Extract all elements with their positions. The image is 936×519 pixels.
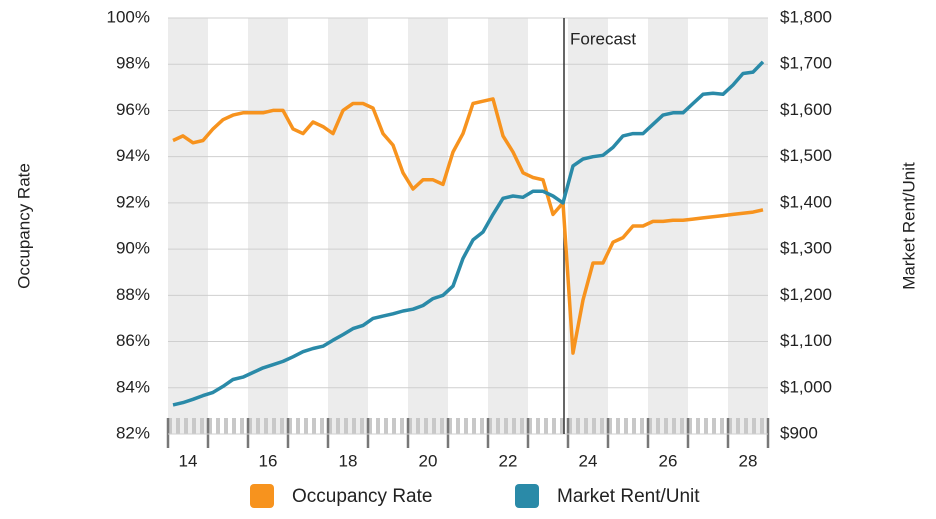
y2-tick-label: $1,800: [780, 7, 832, 26]
x-tick-label: 18: [339, 451, 358, 470]
x-tick-label: 26: [659, 451, 678, 470]
x-tick-label: 20: [419, 451, 438, 470]
year-band: [408, 18, 448, 434]
y-tick-label: 90%: [116, 239, 150, 258]
x-tick-label: 14: [179, 451, 198, 470]
y2-tick-label: $1,600: [780, 100, 832, 119]
y-tick-label: 86%: [116, 331, 150, 350]
series-line: [172, 97, 764, 355]
y2-tick-label: $1,100: [780, 331, 832, 350]
y-axis-title: Occupancy Rate: [14, 163, 33, 289]
year-band: [648, 18, 688, 434]
y2-tick-label: $1,400: [780, 192, 832, 211]
x-tick-label: 16: [259, 451, 278, 470]
x-tick-label: 22: [499, 451, 518, 470]
year-band: [488, 18, 528, 434]
legend-label: Occupancy Rate: [292, 486, 432, 507]
y2-tick-label: $1,300: [780, 239, 832, 258]
legend-swatch: [250, 484, 274, 508]
year-band: [328, 18, 368, 434]
y-tick-label: 82%: [116, 423, 150, 442]
y-tick-label: 84%: [116, 377, 150, 396]
year-band: [568, 18, 608, 434]
year-band: [728, 18, 768, 434]
x-tick-label: 28: [739, 451, 758, 470]
y2-tick-label: $1,700: [780, 54, 832, 73]
legend-label: Market Rent/Unit: [557, 486, 700, 507]
axis-hatch: [168, 418, 768, 434]
y2-tick-label: $1,200: [780, 285, 832, 304]
y-tick-label: 96%: [116, 100, 150, 119]
y-tick-label: 88%: [116, 285, 150, 304]
legend-swatch: [515, 484, 539, 508]
y-tick-label: 100%: [107, 7, 150, 26]
y2-tick-label: $1,000: [780, 377, 832, 396]
y-tick-label: 98%: [116, 54, 150, 73]
annotation: Forecast: [570, 29, 636, 48]
series-line: [172, 60, 765, 407]
y2-tick-label: $1,500: [780, 146, 832, 165]
x-tick-label: 24: [579, 451, 598, 470]
y-tick-label: 92%: [116, 192, 150, 211]
y2-tick-label: $900: [780, 423, 818, 442]
y-tick-label: 94%: [116, 146, 150, 165]
year-band: [168, 18, 208, 434]
y2-axis-title: Market Rent/Unit: [899, 162, 918, 290]
